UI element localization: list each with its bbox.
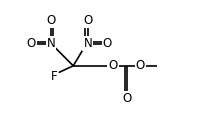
Text: N: N: [46, 37, 55, 50]
Text: O: O: [136, 59, 145, 72]
Text: O: O: [122, 92, 131, 105]
Text: F: F: [50, 70, 57, 83]
Text: N: N: [84, 37, 92, 50]
Text: O: O: [46, 14, 56, 27]
Text: O: O: [83, 14, 92, 27]
Text: O: O: [103, 37, 112, 50]
Text: O: O: [27, 37, 36, 50]
Text: O: O: [108, 59, 118, 72]
